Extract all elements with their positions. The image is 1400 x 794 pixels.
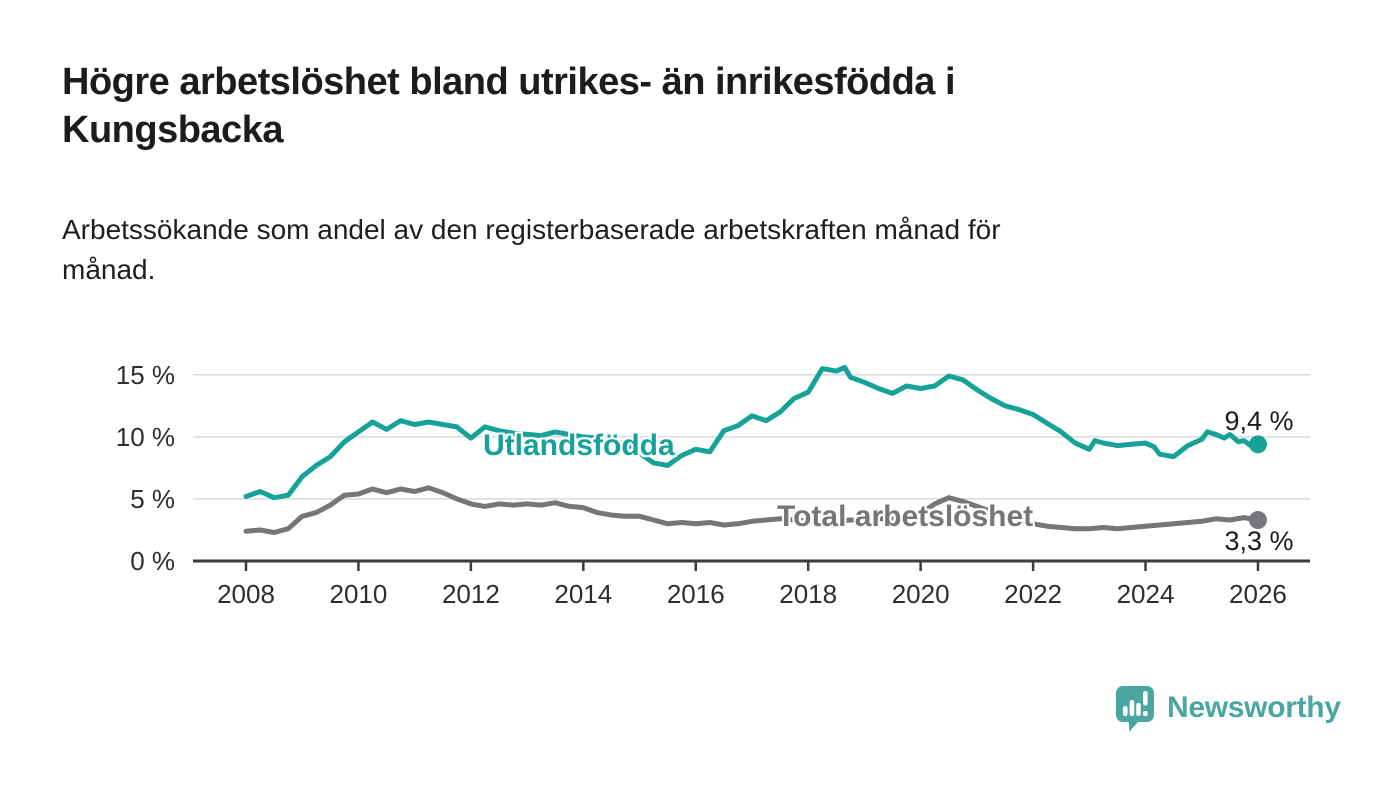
x-axis-label: 2016 xyxy=(666,579,725,609)
page-title: Högre arbetslöshet bland utrikes- än inr… xyxy=(62,58,1212,154)
newsworthy-wordmark: Newsworthy xyxy=(1167,691,1341,724)
end-value-label-utlandsfodda: 9,4 % xyxy=(1224,406,1294,436)
subtitle-line-1: Arbetssökande som andel av den registerb… xyxy=(62,214,1001,245)
end-value-label-total: 3,3 % xyxy=(1224,526,1294,556)
logo-exclamation-bar xyxy=(1143,691,1148,706)
series-label-utlandsfodda: Utlandsfödda xyxy=(483,429,675,462)
title-line-2: Kungsbacka xyxy=(62,109,283,151)
x-axis-label: 2022 xyxy=(1004,579,1062,609)
newsworthy-logo: Newsworthy xyxy=(1116,686,1341,733)
x-axis-label: 2020 xyxy=(891,579,950,609)
series-end-dot-0 xyxy=(1248,435,1267,454)
newsworthy-bubble-icon xyxy=(1116,686,1154,732)
x-axis-label: 2024 xyxy=(1116,579,1175,609)
x-axis-label: 2014 xyxy=(554,579,613,609)
series-label-total-arbetsloshet: Total arbetslöshet xyxy=(777,500,1034,533)
series-line-0 xyxy=(243,364,1261,501)
x-axis-label: 2018 xyxy=(779,579,838,609)
y-axis-label: 10 % xyxy=(115,421,175,452)
x-axis-label: 2012 xyxy=(441,579,500,609)
x-axis-label: 2026 xyxy=(1229,579,1287,609)
x-axis-label: 2008 xyxy=(217,579,275,609)
logo-bar-1 xyxy=(1123,706,1128,716)
title-line-1: Högre arbetslöshet bland utrikes- än inr… xyxy=(62,61,956,103)
series-end-dot-1 xyxy=(1248,511,1267,530)
chart-subtitle: Arbetssökande som andel av den registerb… xyxy=(62,210,1322,290)
logo-bar-3 xyxy=(1136,703,1141,716)
y-axis-label: 0 % xyxy=(130,546,175,576)
x-axis-label: 2010 xyxy=(329,579,388,609)
logo-bar-2 xyxy=(1129,700,1135,716)
series-line-1 xyxy=(243,485,1261,535)
logo-exclamation-dot xyxy=(1143,711,1148,716)
y-axis-label: 5 % xyxy=(130,483,175,514)
subtitle-line-2: månad. xyxy=(62,254,156,285)
y-axis-label: 15 % xyxy=(115,359,175,390)
